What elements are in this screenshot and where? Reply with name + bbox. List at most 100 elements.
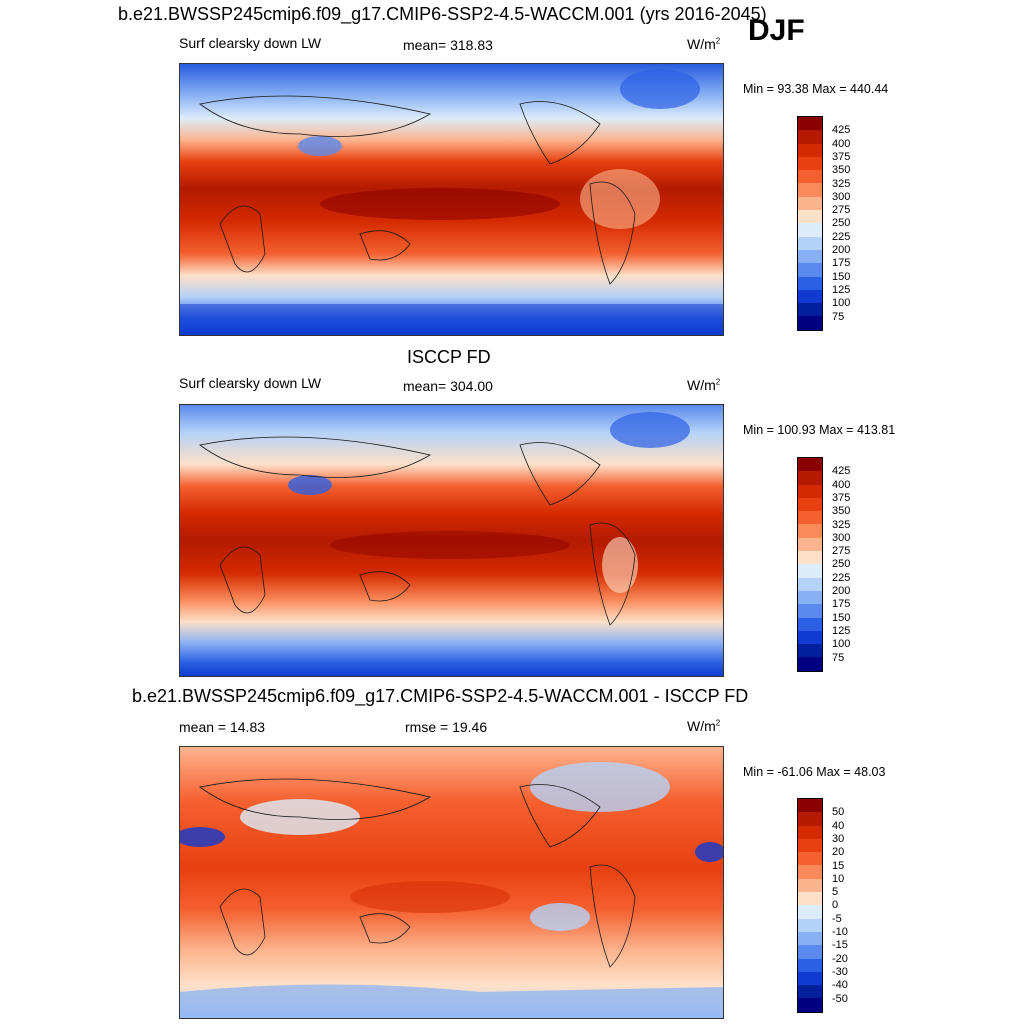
colorbar-tick-label: 400 <box>832 478 851 491</box>
colorbar-segment <box>798 249 822 264</box>
panel1-variable-label: Surf clearsky down LW <box>179 35 322 51</box>
colorbar-segment <box>798 931 822 946</box>
colorbar-tick-label: 375 <box>832 491 851 504</box>
map-panel-model <box>179 63 724 336</box>
colorbar-segment <box>798 524 822 538</box>
colorbar-tick-label: 250 <box>832 558 851 571</box>
colorbar-tick-label: -10 <box>832 926 848 938</box>
colorbar-tick-label: 150 <box>832 270 851 283</box>
panel3-mean-label: mean = 14.83 <box>179 719 266 735</box>
colorbar-tick-label: 350 <box>832 505 851 518</box>
colorbar-segment <box>798 196 822 211</box>
colorbar-tick-label: 200 <box>832 244 851 256</box>
panel1-minmax: Min = 93.38 Max = 440.44 <box>743 82 889 96</box>
colorbar-tick-label: 15 <box>832 859 845 872</box>
map-panel-diff <box>179 746 724 1019</box>
colorbar-tick-label: 275 <box>832 204 851 217</box>
colorbar-segment <box>798 183 822 197</box>
colorbar-tick-label: 325 <box>832 177 851 190</box>
colorbar-segment <box>798 537 822 552</box>
colorbar-tick-label: 325 <box>832 518 851 531</box>
panel3-rmse-label: rmse = 19.46 <box>405 719 488 735</box>
colorbar-tick-label: 225 <box>832 571 851 584</box>
colorbar-segment <box>798 210 822 224</box>
main-title: b.e21.BWSSP245cmip6.f09_g17.CMIP6-SSP2-4… <box>118 4 767 24</box>
colorbar-segment <box>798 471 822 485</box>
colorbar-tick-label: 200 <box>832 585 851 597</box>
colorbar-segment <box>798 604 822 618</box>
colorbar-tick-label: 30 <box>832 832 845 845</box>
colorbar-segment <box>798 945 822 959</box>
colorbar-segment <box>798 458 822 472</box>
colorbar-segment <box>798 303 822 317</box>
colorbar-tick-label: 175 <box>832 598 851 611</box>
colorbar-tick-label: 350 <box>832 164 851 177</box>
colorbar-segment <box>798 117 822 131</box>
panel1-mean-label: mean= 318.83 <box>403 37 493 53</box>
colorbar-tick-label: 425 <box>832 465 851 478</box>
colorbar-tick-label: 50 <box>832 806 845 819</box>
colorbar-segment <box>798 170 822 184</box>
panel1-units: W/m2 <box>687 36 721 52</box>
colorbar-tick-label: 375 <box>832 150 851 163</box>
panel2-title: ISCCP FD <box>407 347 491 367</box>
colorbar-tick-label: 75 <box>832 651 845 664</box>
colorbar-segment <box>798 825 822 839</box>
map-panel-obs <box>179 404 724 677</box>
colorbar-segment <box>798 511 822 525</box>
colorbar-tick-label: 20 <box>832 846 845 859</box>
colorbar-tick-label: -15 <box>832 939 848 952</box>
colorbar-tick-label: -30 <box>832 965 848 978</box>
colorbar-model: 425 400 375 350 325 300 275 250 225 200 175 150 125 1… <box>797 116 850 331</box>
colorbar-tick-label: -5 <box>832 912 842 925</box>
colorbar-segment <box>798 577 822 591</box>
colorbar-segment <box>798 918 822 932</box>
colorbar-tick-label: 175 <box>832 257 851 270</box>
colorbar-tick-label: -50 <box>832 992 848 1005</box>
colorbar-tick-label: -40 <box>832 979 848 992</box>
colorbar-segment <box>798 838 822 853</box>
colorbar-segment <box>798 998 822 1012</box>
colorbar-tick-label: 125 <box>832 624 851 637</box>
colorbar-tick-label: 10 <box>832 872 845 885</box>
colorbar-segment <box>798 878 822 893</box>
colorbar-segment <box>798 263 822 277</box>
colorbar-segment <box>798 865 822 879</box>
colorbar-tick-label: -20 <box>832 952 848 965</box>
colorbar-segment <box>798 551 822 565</box>
panel2-minmax: Min = 100.93 Max = 413.81 <box>743 423 896 437</box>
colorbar-segment <box>798 852 822 866</box>
colorbar-segment <box>798 223 822 237</box>
colorbar-diff: 50 40 30 20 15 10 5 0 -5 -10 -15 -20 -30 -40 -50 <box>797 798 848 1013</box>
colorbar-segment <box>798 812 822 826</box>
colorbar-segment <box>798 617 822 631</box>
colorbar-segment <box>798 630 822 645</box>
colorbar-tick-label: 250 <box>832 217 851 230</box>
panel2-mean-label: mean= 304.00 <box>403 378 493 394</box>
colorbar-tick-label: 150 <box>832 611 851 624</box>
colorbar-segment <box>798 497 822 512</box>
colorbar-tick-label: 300 <box>832 531 851 544</box>
panel2-variable-label: Surf clearsky down LW <box>179 375 322 391</box>
colorbar-tick-label: 40 <box>832 819 845 832</box>
colorbar-tick-label: 75 <box>832 310 845 323</box>
colorbar-tick-label: 300 <box>832 190 851 203</box>
colorbar-segment <box>798 985 822 999</box>
colorbar-segment <box>798 958 822 972</box>
season-label: DJF <box>748 14 805 47</box>
colorbar-tick-label: 275 <box>832 545 851 558</box>
colorbar-tick-label: 225 <box>832 230 851 243</box>
colorbar-segment <box>798 130 822 144</box>
colorbar-tick-label: 400 <box>832 137 851 150</box>
colorbar-segment <box>798 892 822 906</box>
panel3-title: b.e21.BWSSP245cmip6.f09_g17.CMIP6-SSP2-4… <box>132 686 749 706</box>
colorbar-segment <box>798 799 822 813</box>
panel2-units: W/m2 <box>687 377 721 393</box>
colorbar-segment <box>798 316 822 330</box>
colorbar-segment <box>798 905 822 919</box>
colorbar-tick-label: 100 <box>832 297 851 310</box>
colorbar-segment <box>798 564 822 578</box>
colorbar-tick-label: 100 <box>832 638 851 651</box>
colorbar-tick-label: 5 <box>832 886 839 899</box>
colorbar-segment <box>798 590 822 605</box>
